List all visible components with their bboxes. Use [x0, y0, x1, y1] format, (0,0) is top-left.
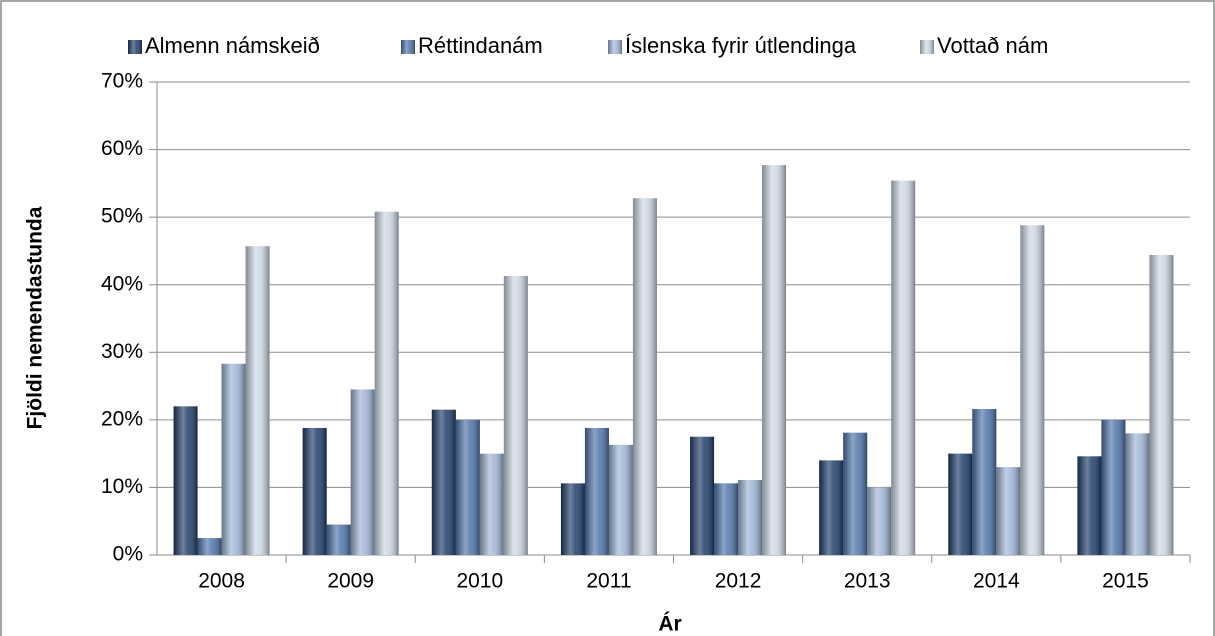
- bar-shade: [173, 406, 198, 555]
- legend-swatch-shade: [128, 40, 142, 54]
- y-tick-label: 40%: [101, 272, 143, 295]
- bar-shade: [221, 363, 246, 555]
- bar-shade: [1101, 419, 1126, 555]
- bar-shade: [632, 198, 657, 556]
- legend-swatch-shade: [608, 40, 622, 54]
- bar-shade: [1125, 433, 1150, 555]
- x-tick-label: 2009: [327, 570, 374, 593]
- x-tick-label: 2011: [586, 570, 631, 593]
- bar-shade: [1149, 254, 1174, 556]
- bar-shade: [762, 165, 787, 555]
- bar-shade: [738, 479, 763, 555]
- bar-shade: [1020, 225, 1045, 555]
- bar-shade: [819, 460, 844, 555]
- y-tick-label: 20%: [101, 407, 143, 430]
- y-tick-label: 30%: [101, 340, 143, 363]
- bar-shade: [503, 275, 528, 555]
- legend-swatch-shade: [401, 40, 415, 54]
- bar-shade: [350, 389, 375, 555]
- y-tick-label: 70%: [101, 70, 143, 93]
- bar-shade: [197, 538, 222, 555]
- bar-shade: [972, 409, 997, 555]
- x-tick-label: 2008: [198, 570, 245, 593]
- y-axis-title: Fjöldi nemendastunda: [24, 206, 47, 429]
- bar-shade: [996, 467, 1021, 555]
- legend-label: Íslenska fyrir útlendinga: [625, 33, 857, 58]
- x-axis-title: Ár: [658, 613, 681, 636]
- y-tick-label: 10%: [101, 475, 143, 498]
- bar-shade: [302, 427, 327, 555]
- bar-shade: [560, 483, 585, 555]
- bar-shade: [374, 211, 399, 556]
- bar-shade: [431, 409, 456, 555]
- x-tick-label: 2013: [844, 570, 891, 593]
- legend-label: Vottað nám: [937, 33, 1048, 58]
- x-tick-label: 2012: [715, 570, 762, 593]
- bar-shade: [455, 419, 480, 555]
- y-tick-label: 60%: [101, 137, 143, 160]
- bar-shade: [245, 246, 270, 555]
- x-tick-label: 2010: [456, 570, 503, 593]
- bar-shade: [690, 436, 715, 555]
- y-tick-label: 50%: [101, 205, 143, 228]
- bar-shade: [608, 444, 633, 555]
- legend-label: Almenn námskeið: [145, 33, 320, 58]
- bar-shade: [584, 427, 609, 555]
- y-tick-label: 0%: [113, 543, 143, 566]
- bar-shade: [326, 524, 351, 555]
- bar-shade: [714, 483, 739, 555]
- legend-swatch-shade: [920, 40, 934, 54]
- bar-shade: [1077, 456, 1102, 555]
- legend-label: Réttindanám: [418, 33, 543, 58]
- bar-shade: [891, 180, 916, 555]
- bar-shade: [948, 453, 973, 555]
- bar-shade: [843, 432, 868, 555]
- x-tick-label: 2015: [1102, 570, 1149, 593]
- bar-shade: [867, 487, 892, 555]
- bar-shade: [479, 453, 504, 555]
- x-tick-label: 2014: [973, 570, 1020, 593]
